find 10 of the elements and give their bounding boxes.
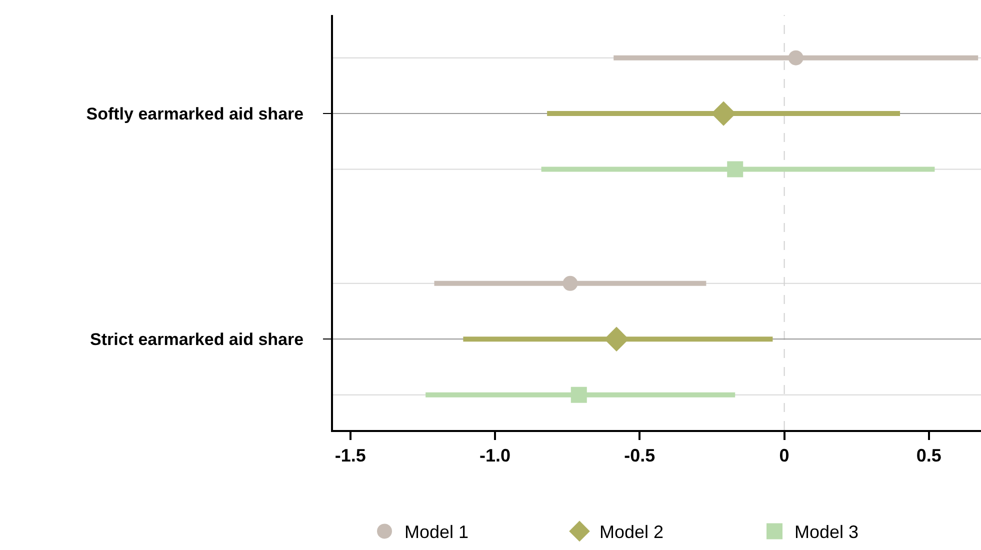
x-tick-label: 0 (779, 446, 790, 466)
x-tick-label: -1.5 (334, 446, 366, 466)
legend-label: Model 1 (404, 522, 469, 542)
x-tick-label: 0.5 (916, 446, 942, 466)
x-tick-label: -0.5 (624, 446, 656, 466)
y-tick-label: Strict earmarked aid share (90, 330, 304, 350)
x-tick-label: -1.0 (479, 446, 511, 466)
legend-label: Model 3 (794, 522, 859, 542)
legend-label: Model 2 (600, 522, 664, 542)
y-tick-label: Softly earmarked aid share (86, 104, 304, 124)
